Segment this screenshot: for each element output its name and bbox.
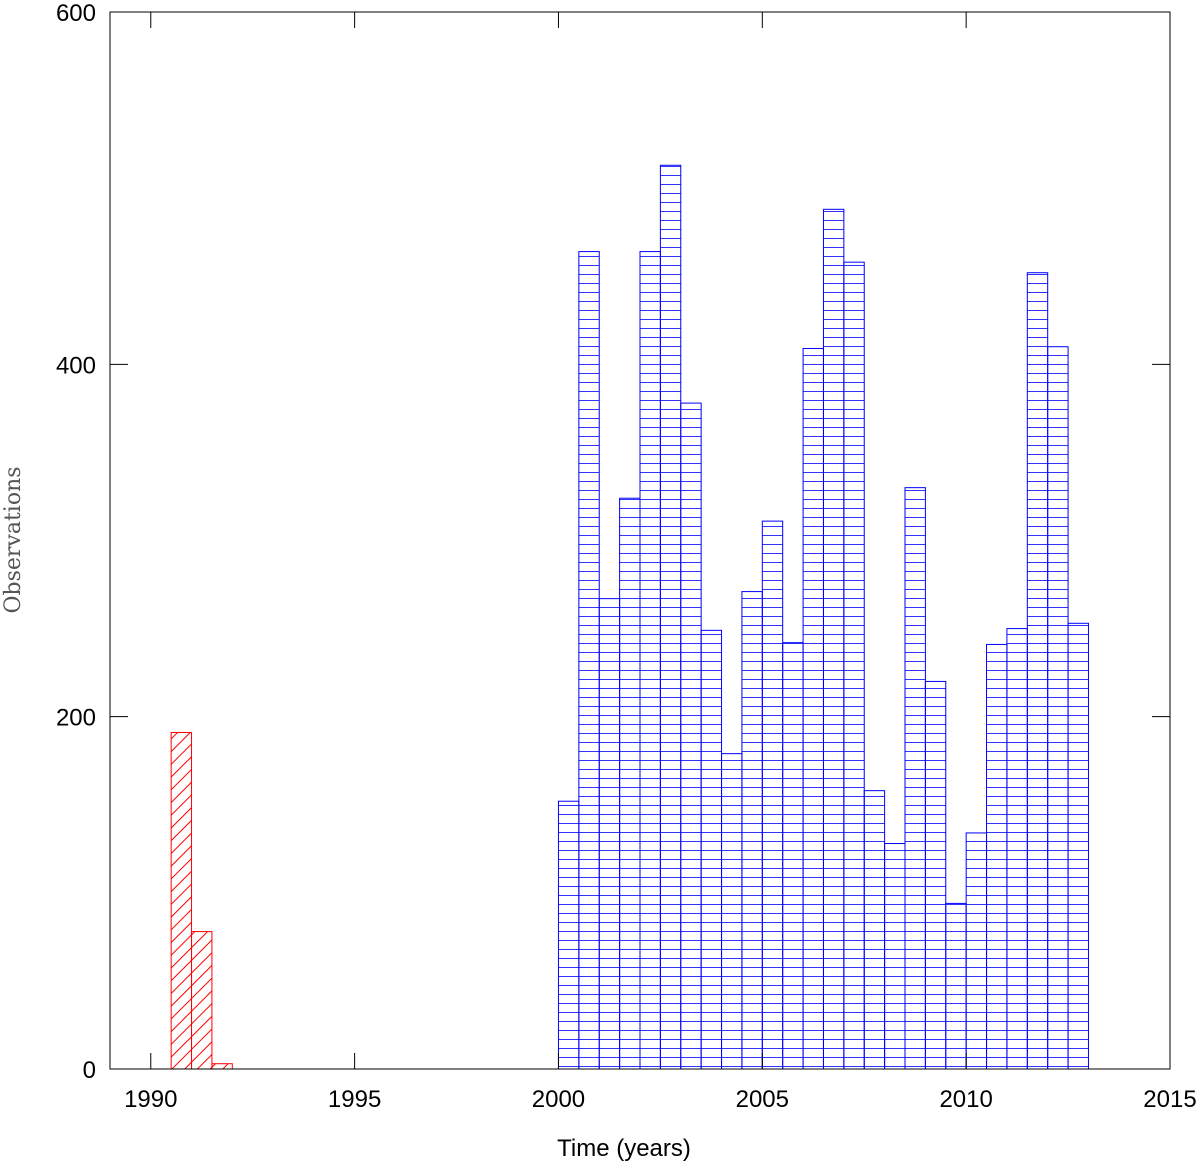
histogram-bar: [191, 931, 213, 1070]
histogram-bar: [802, 347, 824, 1070]
x-tick-label: 2015: [1143, 1086, 1196, 1113]
histogram-bar: [639, 251, 661, 1070]
histogram-bar: [822, 208, 845, 1070]
histogram-bar: [1026, 272, 1049, 1070]
histogram-bar: [863, 790, 886, 1070]
histogram-bar: [782, 642, 804, 1070]
histogram-bar: [211, 1063, 233, 1070]
histogram-bar: [578, 251, 600, 1070]
histogram-bar: [721, 753, 743, 1070]
histogram-bar: [741, 591, 763, 1070]
histogram-bar: [598, 598, 621, 1070]
histogram-bar: [965, 832, 988, 1070]
histogram-bar: [619, 497, 641, 1070]
y-axis-label: Observations: [1, 466, 26, 613]
histogram-bar: [680, 402, 702, 1070]
histogram-bar: [1006, 628, 1028, 1070]
histogram-bar: [904, 487, 926, 1070]
y-tick-label: 200: [56, 705, 96, 732]
y-tick-label: 0: [83, 1057, 96, 1084]
histogram-bar: [170, 732, 193, 1070]
histogram-bar: [1067, 622, 1089, 1070]
histogram-bar: [557, 800, 580, 1070]
x-tick-label: 1990: [124, 1086, 177, 1113]
x-tick-label: 2005: [736, 1086, 789, 1113]
x-axis-label: Time (years): [557, 1135, 691, 1162]
histogram-bar: [884, 843, 906, 1070]
plot-frame: [109, 11, 1171, 1070]
histogram-bar: [700, 629, 723, 1070]
x-tick-label: 2010: [939, 1086, 992, 1113]
histogram-bar: [924, 680, 947, 1070]
histogram-bar: [945, 902, 967, 1070]
histogram-bar: [659, 164, 682, 1070]
histogram-bar: [761, 520, 784, 1070]
y-tick-label: 400: [56, 352, 96, 379]
x-tick-label: 1995: [328, 1086, 381, 1113]
histogram-bar: [986, 643, 1008, 1070]
histogram-bar: [843, 261, 865, 1070]
histogram-bar: [1047, 346, 1069, 1070]
y-tick-label: 600: [56, 0, 96, 27]
x-tick-label: 2000: [532, 1086, 585, 1113]
